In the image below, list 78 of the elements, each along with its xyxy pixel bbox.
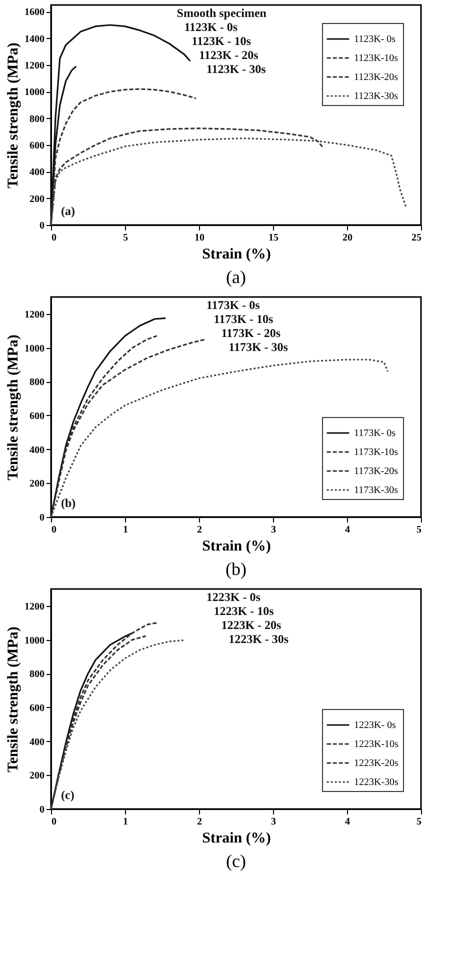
legend-label: 1223K-20s [354, 758, 399, 769]
legend-label: 1123K-20s [354, 72, 398, 83]
annotation: 1173K - 10s [214, 312, 274, 326]
legend-label: 1173K- 0s [354, 428, 396, 439]
x-tick-label: 15 [268, 232, 278, 244]
x-axis-title: Strain (%) [202, 246, 271, 262]
y-tick-label: 800 [30, 114, 44, 125]
x-tick-label: 3 [271, 816, 276, 828]
annotation: 1223K - 20s [221, 618, 282, 632]
annotation: 1173K - 0s [206, 298, 260, 312]
annotation: (a) [61, 204, 75, 218]
x-tick-label: 2 [197, 524, 202, 536]
x-tick-label: 4 [345, 816, 350, 828]
text: (a) [226, 267, 246, 287]
x-tick-label: 5 [416, 816, 422, 828]
y-tick-label: 0 [40, 512, 44, 524]
text: (c) [226, 851, 246, 871]
annotation: 1223K - 10s [214, 604, 274, 618]
legend-label: 1173K-30s [354, 485, 398, 496]
annotation: 1223K - 0s [206, 590, 261, 604]
y-tick-label: 200 [30, 478, 44, 490]
y-axis-title: Tensile strength (MPa) [6, 334, 22, 480]
x-tick-label: 10 [194, 232, 204, 244]
y-tick-label: 200 [30, 770, 44, 782]
annotation: Smooth specimen [176, 6, 267, 20]
x-tick-label: 0 [52, 816, 56, 828]
y-axis-title: Tensile strength (MPa) [6, 626, 22, 772]
y-tick-label: 1600 [24, 7, 44, 18]
annotation: 1123K - 0s [184, 20, 238, 34]
y-tick-label: 600 [30, 702, 44, 714]
x-tick-label: 3 [271, 524, 276, 536]
x-tick-label: 0 [52, 524, 56, 536]
x-tick-label: 4 [345, 524, 350, 536]
y-tick-label: 400 [30, 736, 44, 748]
x-tick-label: 1 [123, 816, 128, 828]
annotation: (b) [61, 496, 76, 510]
legend-label: 1223K- 0s [354, 720, 396, 731]
x-tick-label: 25 [412, 232, 422, 244]
y-tick-label: 1400 [24, 34, 44, 45]
x-tick-label: 5 [123, 232, 128, 244]
legend-label: 1173K-20s [354, 466, 398, 477]
legend-label: 1123K-10s [354, 53, 398, 64]
annotation: 1223K - 30s [228, 632, 289, 646]
y-tick-label: 600 [30, 410, 44, 422]
annotation: 1123K - 20s [199, 48, 259, 62]
x-tick-label: 1 [123, 524, 128, 536]
y-tick-label: 1200 [24, 309, 44, 320]
x-axis-title: Strain (%) [202, 538, 271, 554]
y-tick-label: 200 [30, 194, 44, 205]
x-tick-label: 2 [197, 816, 202, 828]
y-tick-label: 1200 [24, 60, 44, 72]
x-axis-title: Strain (%) [202, 830, 271, 846]
y-tick-label: 800 [30, 377, 44, 388]
annotation: 1173K - 30s [228, 340, 288, 354]
y-axis-title: Tensile strength (MPa) [6, 42, 22, 188]
y-tick-label: 0 [40, 220, 44, 232]
y-tick-label: 800 [30, 669, 44, 680]
legend-label: 1223K-10s [354, 739, 399, 750]
y-tick-label: 1000 [24, 343, 44, 354]
annotation: 1123K - 10s [192, 34, 252, 48]
y-tick-label: 0 [40, 804, 44, 816]
y-tick-label: 1200 [24, 601, 44, 612]
legend-label: 1173K-10s [354, 447, 398, 458]
x-tick-label: 20 [342, 232, 352, 244]
annotation: (c) [61, 788, 74, 802]
x-tick-label: 0 [52, 232, 56, 244]
legend-label: 1223K-30s [354, 777, 399, 788]
y-tick-label: 1000 [24, 87, 44, 98]
legend-label: 1123K- 0s [354, 34, 396, 45]
y-tick-label: 600 [30, 140, 44, 152]
y-tick-label: 400 [30, 167, 44, 178]
annotation: 1173K - 20s [221, 326, 281, 340]
annotation: 1123K - 30s [206, 62, 266, 76]
x-tick-label: 5 [416, 524, 422, 536]
y-tick-label: 1000 [24, 635, 44, 646]
y-tick-label: 400 [30, 444, 44, 456]
legend-label: 1123K-30s [354, 91, 398, 102]
text: (b) [226, 559, 246, 579]
